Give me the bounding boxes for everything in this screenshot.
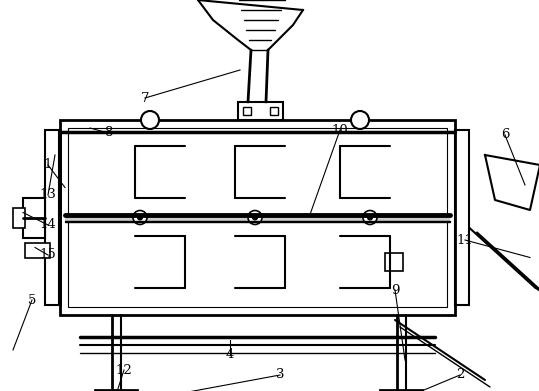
Text: 5: 5 [28, 294, 36, 307]
Circle shape [137, 215, 142, 220]
Bar [65, 215, 450, 221]
Circle shape [351, 111, 369, 129]
Circle shape [252, 215, 258, 220]
Bar [13, 208, 25, 228]
Bar [68, 128, 447, 307]
Text: 2: 2 [456, 368, 464, 382]
Circle shape [248, 210, 262, 224]
Bar [60, 120, 455, 315]
Bar [23, 197, 45, 237]
Bar [243, 107, 251, 115]
Text: 14: 14 [40, 219, 57, 231]
Circle shape [133, 210, 147, 224]
Text: 11: 11 [457, 233, 473, 246]
Bar [25, 242, 50, 258]
Text: 13: 13 [39, 188, 57, 201]
Polygon shape [485, 155, 539, 210]
Bar [455, 130, 469, 305]
Text: 9: 9 [391, 283, 399, 296]
Circle shape [363, 210, 377, 224]
Text: 7: 7 [141, 91, 149, 104]
Text: 1: 1 [44, 158, 52, 172]
Bar [45, 130, 59, 305]
Circle shape [141, 111, 159, 129]
Text: 8: 8 [104, 127, 112, 140]
Text: 10: 10 [331, 124, 348, 136]
Text: 3: 3 [276, 368, 284, 382]
Bar [238, 102, 283, 120]
Text: 12: 12 [116, 364, 133, 377]
Bar [380, 390, 422, 391]
Circle shape [368, 215, 372, 220]
Bar [270, 107, 278, 115]
Bar [385, 253, 403, 271]
Bar [95, 390, 137, 391]
Text: 6: 6 [501, 129, 509, 142]
Text: 15: 15 [40, 249, 57, 262]
Text: 4: 4 [226, 348, 234, 362]
